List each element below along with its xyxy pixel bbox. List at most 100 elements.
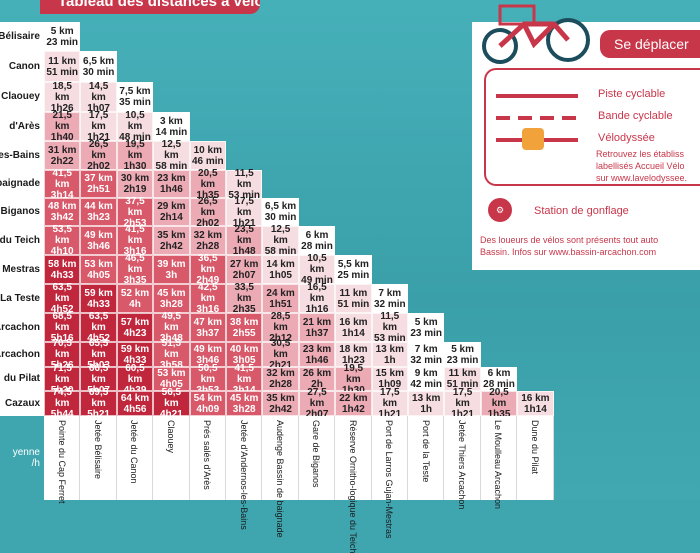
- distance-cell: 5,5 km 25 min: [335, 255, 372, 284]
- distance-km: 41,5 km: [52, 167, 72, 190]
- duration: 4h10: [50, 246, 74, 257]
- duration: 4h39: [123, 384, 147, 396]
- info-panel: [472, 22, 700, 270]
- distance-km: 23 km: [302, 343, 332, 355]
- rental-note-line-2: Bassin. Infos sur www.bassin-arcachon.co…: [480, 247, 657, 257]
- duration: 46 min: [191, 155, 224, 167]
- column-label: Claouey: [153, 416, 190, 500]
- distance-cell: 13 km 1h: [408, 391, 445, 416]
- column-label: Jetée Bélisaire: [80, 416, 117, 500]
- distance-cell: 33,5 km 2h35: [226, 282, 263, 315]
- duration: 2h35: [232, 304, 256, 315]
- distance-km: 12,5 km: [161, 139, 182, 161]
- distance-cell: 26,5 km 2h02: [189, 196, 226, 229]
- column-label-text: Le Moulleau Arcachon: [493, 420, 504, 510]
- duration: 5h07: [87, 384, 110, 396]
- distance-cell: 39 km 3h: [153, 255, 190, 284]
- duration: 1h21: [378, 409, 402, 420]
- duration: 2h51: [87, 184, 110, 195]
- duration: 1h07: [87, 102, 110, 114]
- distance-cell: 17,5 km 1h21: [371, 387, 408, 420]
- distance-km: 45 km: [230, 392, 259, 404]
- duration: 48 min: [119, 132, 151, 143]
- pump-icon: ⚙: [488, 198, 512, 222]
- row-label: d'Arès: [0, 112, 44, 141]
- distance-km: 20,5 km: [198, 167, 218, 190]
- distance-km: 16,5 km: [307, 282, 327, 304]
- duration: 2h22: [50, 155, 74, 167]
- duration: 23 min: [446, 354, 479, 366]
- distance-cell: 41,5 km 3h16: [116, 224, 154, 257]
- distance-cell: 31 km 2h22: [44, 141, 81, 170]
- distance-cell: 5 km 23 min: [444, 342, 481, 367]
- row-label: La Teste: [0, 284, 44, 313]
- row-label: Les Larros Mestras: [0, 255, 44, 284]
- duration: 2h07: [305, 409, 329, 420]
- distance-km: 14 km: [266, 258, 295, 270]
- distance-km: 40 km: [230, 343, 259, 355]
- distance-km: 59 km: [84, 287, 113, 299]
- distance-km: 10 km: [193, 144, 222, 156]
- duration: 2h53: [123, 217, 147, 229]
- distance-cell: 63,5 km 4h52: [80, 311, 117, 344]
- duration: 2h07: [232, 269, 256, 281]
- distance-cell: 29 km 2h14: [153, 198, 190, 226]
- distance-km: 7 km: [378, 287, 402, 299]
- distance-cell: 11,5 km 53 min: [226, 168, 263, 201]
- duration: 3h48: [159, 333, 183, 344]
- distance-cell: 47 km 3h37: [189, 313, 226, 342]
- distance-cell: 13 km 1h: [371, 342, 408, 367]
- distance-km: 41,5 km: [234, 362, 254, 385]
- duration: 42 min: [410, 379, 443, 390]
- distance-km: 64 km: [120, 392, 150, 404]
- distance-km: 57 km: [120, 316, 150, 328]
- column-label-text: Claouey: [165, 420, 176, 454]
- column-label: Jetée d'Andernos-les-Bains: [226, 416, 263, 530]
- distance-cell: 14,5 km 1h07: [80, 81, 117, 114]
- duration: 58 min: [264, 246, 297, 257]
- distance-cell: 32 km 2h28: [262, 367, 299, 391]
- distance-cell: 69,5 km 5h21: [80, 387, 117, 420]
- column-label: Jetée du Canon: [116, 416, 154, 500]
- duration: 3h05: [232, 354, 256, 366]
- distance-cell: 6,5 km 30 min: [262, 198, 299, 226]
- distance-cell: 22 km 1h42: [335, 391, 372, 416]
- distance-cell: 54 km 4h09: [189, 391, 226, 416]
- speed-label-line-1: yenne: [12, 447, 40, 458]
- duration: 1h14: [523, 403, 547, 415]
- duration: 1h21: [451, 409, 474, 420]
- distance-cell: 17,5 km 1h21: [80, 110, 117, 143]
- distance-cell: 23 km 1h46: [298, 342, 336, 367]
- distance-cell: 16 km 1h14: [335, 313, 372, 342]
- duration: 49 min: [301, 275, 333, 286]
- column-label: Pointe du Cap Ferret: [44, 416, 81, 504]
- distance-km: 29 km: [157, 201, 186, 212]
- duration: 28 min: [301, 240, 333, 252]
- duration: 1h16: [305, 304, 329, 315]
- distance-km: 10,5 km: [125, 110, 145, 132]
- distance-cell: 19,5 km 1h30: [116, 139, 154, 172]
- distance-km: 54 km: [193, 392, 222, 404]
- duration: 4h33: [50, 269, 74, 281]
- distance-km: 12,5 km: [270, 224, 291, 246]
- distance-km: 19,5 km: [125, 139, 145, 161]
- distance-km: 74,5 km: [52, 387, 72, 409]
- distance-cell: 49 km 3h46: [80, 226, 117, 255]
- distance-km: 23 km: [157, 173, 186, 184]
- distance-cell: 17,5 km 1h21: [444, 387, 481, 420]
- column-label-text: Dune du Pilat: [529, 420, 540, 475]
- duration: 1h35: [196, 189, 220, 201]
- duration: 53 min: [373, 333, 406, 344]
- duration: 1h: [420, 403, 433, 415]
- duration: 51 min: [337, 298, 370, 310]
- distance-km: 33,5 km: [234, 282, 254, 304]
- duration: 51 min: [446, 379, 479, 390]
- distance-km: 7,5 km: [119, 86, 151, 97]
- distance-km: 17,5 km: [380, 387, 400, 409]
- distance-cell: 12,5 km 58 min: [153, 139, 190, 172]
- duration: 5h44: [50, 409, 74, 420]
- distance-km: 53 km: [157, 368, 186, 379]
- duration: 4h52: [50, 304, 74, 315]
- duration: 3h35: [123, 275, 147, 286]
- row-label: Audenge baignade: [0, 170, 44, 198]
